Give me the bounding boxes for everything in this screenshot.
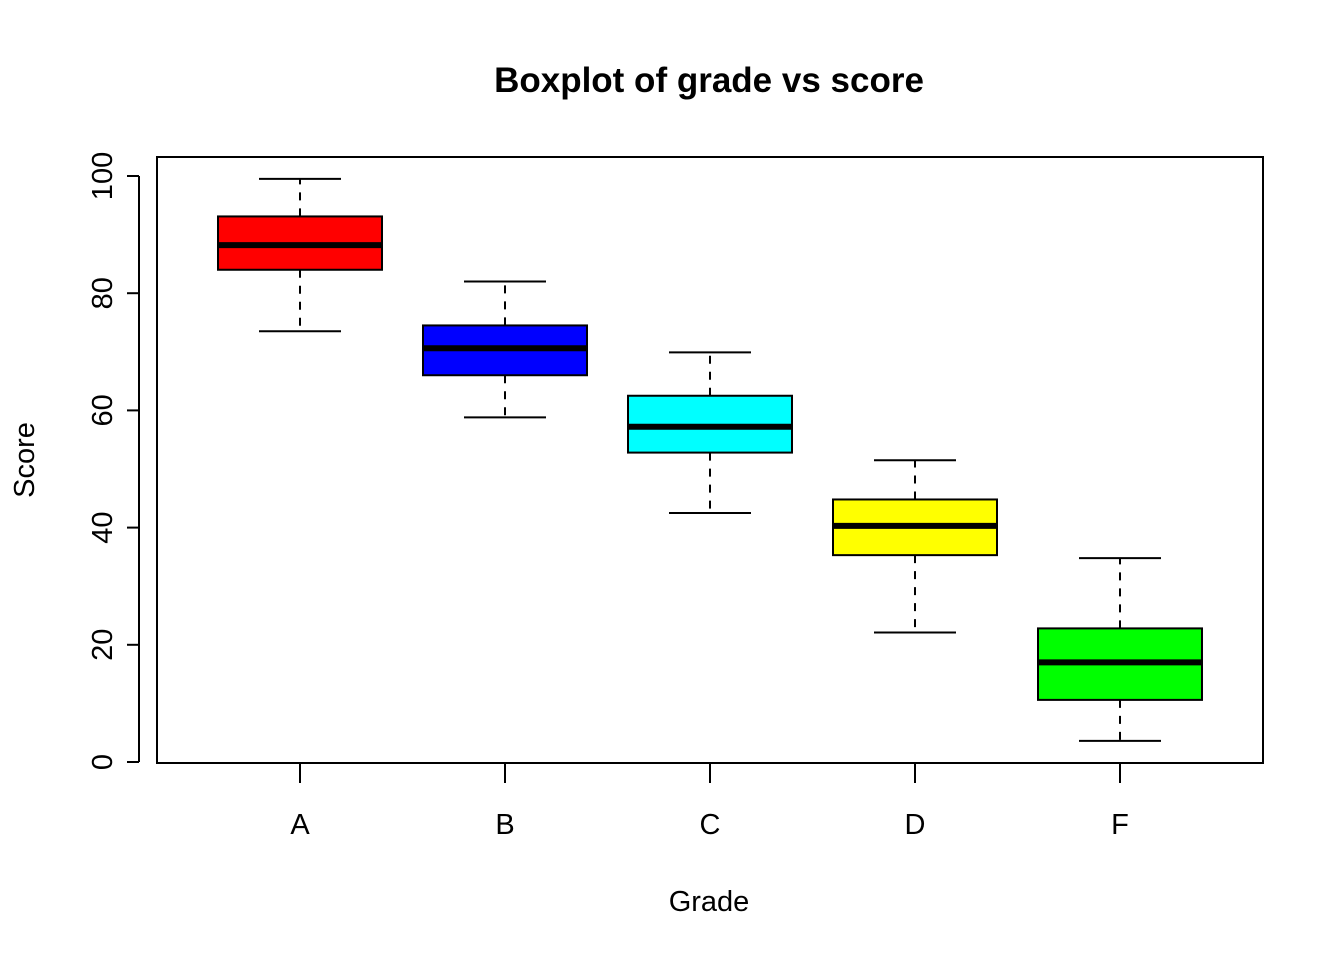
- y-tick-label: 100: [87, 152, 119, 200]
- boxes-group: [217, 177, 1203, 742]
- box-C: [627, 351, 793, 514]
- x-tick-label: D: [905, 809, 926, 841]
- y-axis-label: Score: [9, 422, 41, 498]
- y-tick-label: 80: [87, 277, 119, 309]
- box-B: [422, 280, 588, 419]
- y-tick-label: 20: [87, 629, 119, 661]
- x-tick-label: F: [1111, 809, 1129, 841]
- x-tick-label: A: [290, 809, 310, 841]
- y-axis: 0 20 40 60 80 100: [87, 152, 140, 770]
- box-D: [832, 459, 998, 634]
- box-F: [1037, 557, 1203, 742]
- y-tick-label: 60: [87, 394, 119, 426]
- y-tick-label: 40: [87, 511, 119, 543]
- y-tick-label: 0: [87, 754, 119, 770]
- x-axis-label: Grade: [669, 886, 750, 918]
- x-tick-label: C: [700, 809, 721, 841]
- x-tick-label: B: [495, 809, 514, 841]
- box-A: [217, 177, 383, 333]
- chart-title: Boxplot of grade vs score: [494, 61, 924, 100]
